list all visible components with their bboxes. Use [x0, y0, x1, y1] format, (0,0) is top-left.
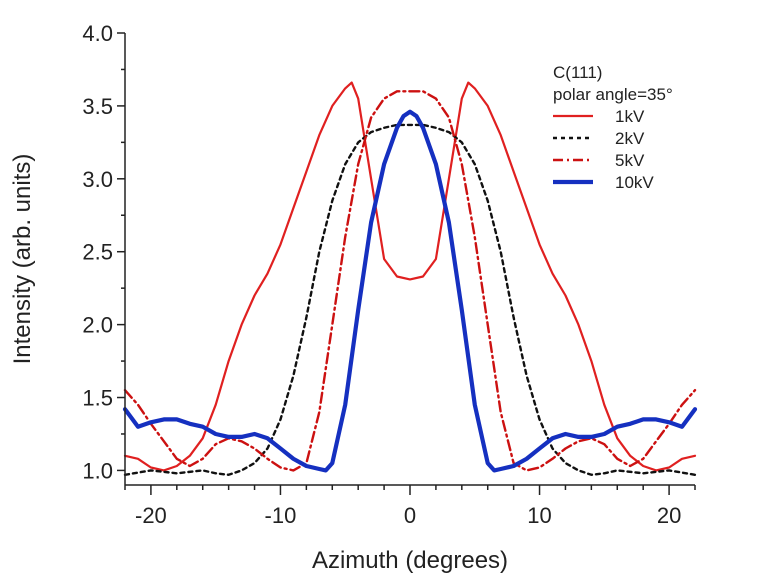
plot-lines: [122, 81, 698, 476]
y-tick-label: 2.0: [82, 313, 113, 338]
series-line-10kV: [122, 109, 698, 473]
x-tick-label: -10: [265, 503, 297, 528]
y-axis-title: Intensity (arb. units): [9, 154, 36, 365]
legend: C(111) polar angle=35° 1kV 2kV 5kV 10kV: [553, 63, 673, 192]
legend-title: polar angle=35°: [553, 85, 673, 104]
series-line-5kV: [123, 90, 697, 472]
y-tick-label: 1.5: [82, 386, 113, 411]
legend-entry-label: 2kV: [615, 129, 645, 148]
x-tick-label: -20: [135, 503, 167, 528]
legend-entry-label: 5kV: [615, 151, 645, 170]
y-tick-label: 4.0: [82, 21, 113, 46]
y-tick-label: 3.0: [82, 167, 113, 192]
series-line-2kV: [123, 123, 697, 476]
x-tick-label: 10: [527, 503, 551, 528]
y-tick-label: 2.5: [82, 240, 113, 265]
series-line-1kV: [123, 81, 697, 472]
legend-entry-label: 10kV: [615, 173, 654, 192]
legend-title: C(111): [553, 63, 602, 82]
x-axis-title: Azimuth (degrees): [312, 547, 508, 574]
y-tick-label: 1.0: [82, 458, 113, 483]
x-tick-label: 0: [404, 503, 416, 528]
x-tick-label: 20: [657, 503, 681, 528]
ticks: 1.0 1.5 2.0 2.5 3.0 3.5 4.0 -20 -10 0 10 20: [82, 21, 696, 528]
legend-entry-label: 1kV: [615, 107, 645, 126]
y-tick-label: 3.5: [82, 94, 113, 119]
